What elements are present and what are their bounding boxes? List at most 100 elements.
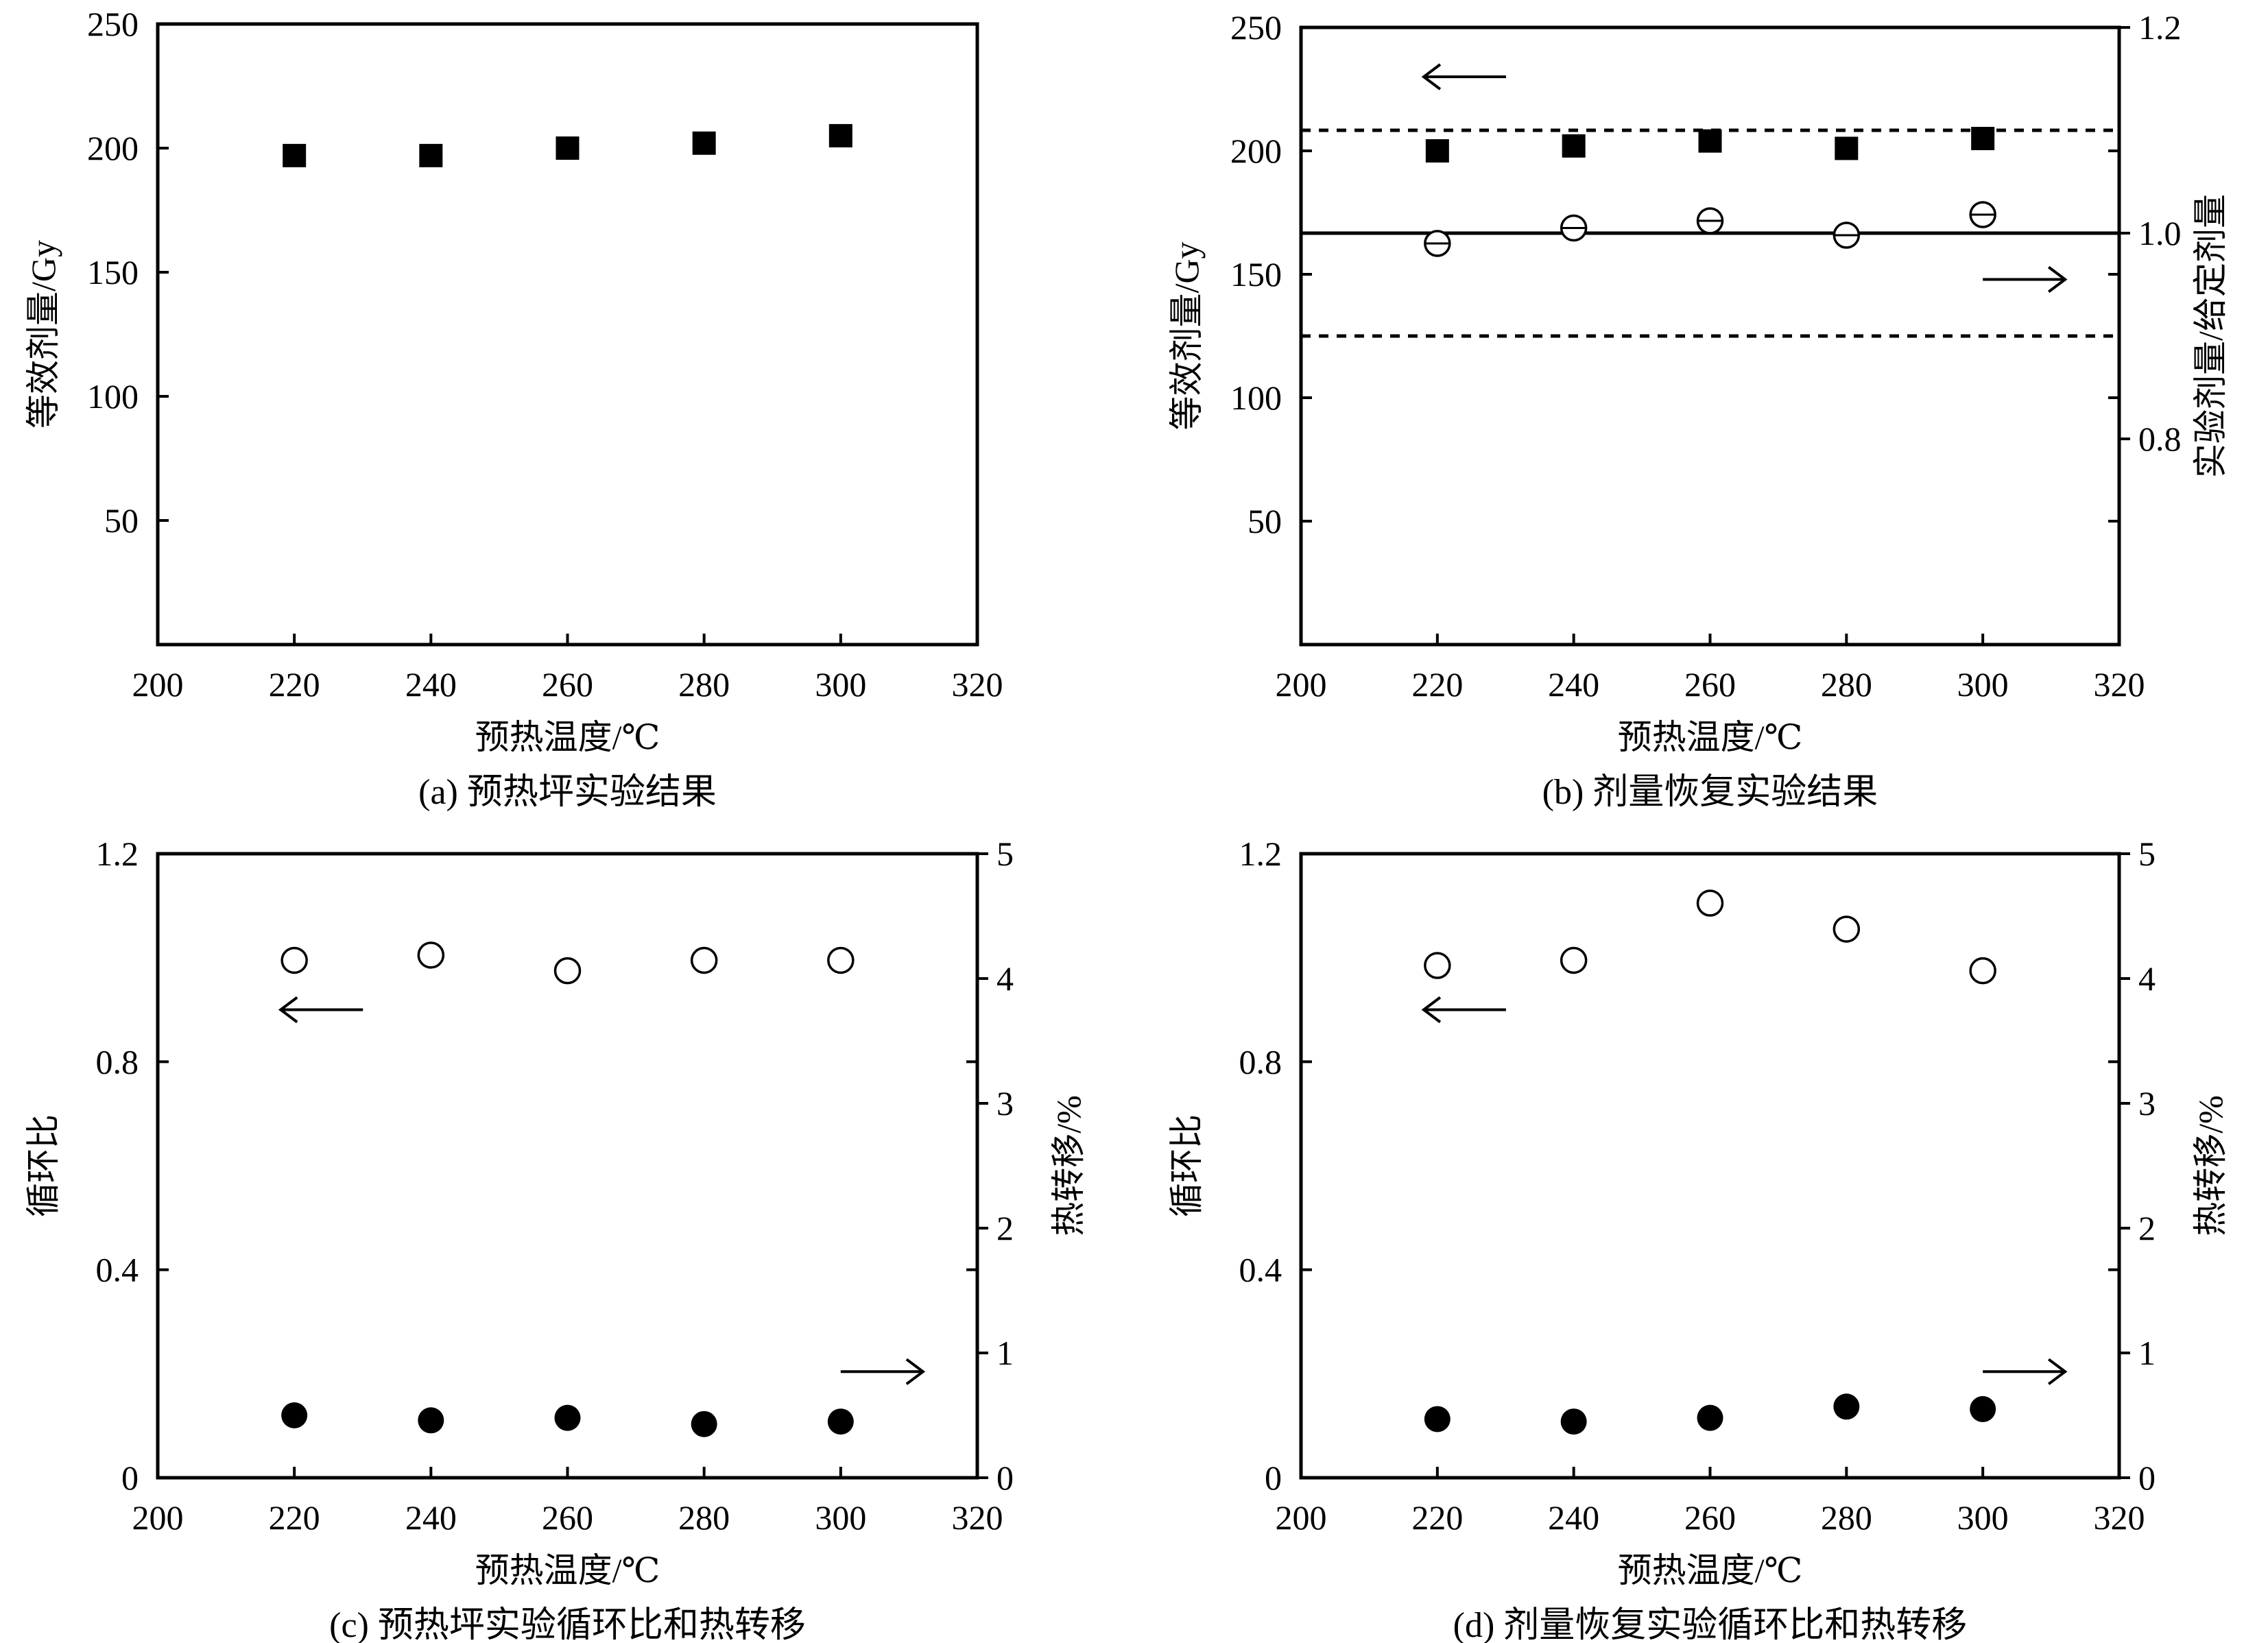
chart-caption: (d) 剂量恢复实验循环比和热转移 bbox=[1453, 1606, 1968, 1643]
x-tick-label: 260 bbox=[1684, 665, 1736, 704]
y-axis-label: 循环比 bbox=[1167, 1114, 1206, 1217]
x-tick-label: 200 bbox=[1276, 665, 1327, 704]
x-axis-label: 预热温度/℃ bbox=[475, 718, 660, 756]
arrow-right-icon bbox=[840, 1358, 926, 1385]
chart-caption: (a) 预热坪实验结果 bbox=[418, 773, 717, 812]
x-tick-label: 280 bbox=[678, 1498, 730, 1537]
data-point-open-circle bbox=[1560, 946, 1588, 974]
chart-caption: (b) 剂量恢复实验结果 bbox=[1542, 773, 1878, 812]
data-point-filled-circle bbox=[1833, 1393, 1860, 1420]
x-tick-label: 300 bbox=[815, 1498, 866, 1537]
y-axis-label: 等效剂量/Gy bbox=[1167, 242, 1206, 431]
x-tick-label: 220 bbox=[1411, 665, 1463, 704]
arrow-left-icon bbox=[278, 996, 363, 1024]
y-tick-label: 0.4 bbox=[1239, 1251, 1282, 1289]
data-point-filled-circle bbox=[1697, 1404, 1723, 1431]
y2-tick-label: 4 bbox=[2138, 959, 2156, 998]
x-tick-label: 280 bbox=[1821, 665, 1872, 704]
y-tick-label: 0.4 bbox=[96, 1251, 139, 1289]
x-tick-label: 200 bbox=[132, 1498, 184, 1537]
y-tick-label: 200 bbox=[87, 129, 139, 167]
data-point-open-circle bbox=[1833, 915, 1861, 943]
y2-tick-label: 3 bbox=[2138, 1084, 2156, 1123]
x-tick-label: 220 bbox=[269, 1498, 320, 1537]
y2-tick-label: 0 bbox=[2138, 1459, 2156, 1497]
y-tick-label: 250 bbox=[87, 5, 139, 43]
x-tick-label: 280 bbox=[1821, 1498, 1872, 1537]
chart-panel-a: 200 220 240 260 280 300 320 50 100 150 200 250 预热温度/… bbox=[24, 5, 1003, 812]
x-axis-label: 预热温度/℃ bbox=[1618, 1551, 1803, 1590]
y2-tick-label: 3 bbox=[996, 1084, 1014, 1123]
y2-tick-label: 2 bbox=[2138, 1209, 2156, 1247]
x-tick-label: 240 bbox=[405, 1498, 457, 1537]
y-tick-label: 100 bbox=[1230, 379, 1282, 417]
arrow-right-icon bbox=[1983, 1358, 2068, 1385]
data-point-open-circle bbox=[1424, 952, 1451, 979]
data-point-filled-circle bbox=[1424, 1406, 1451, 1432]
x-tick-label: 320 bbox=[2094, 665, 2145, 704]
y-axis-label: 等效剂量/Gy bbox=[24, 240, 62, 429]
y-tick-label: 200 bbox=[1230, 132, 1282, 170]
y2-axis-label: 热转移/% bbox=[1049, 1095, 1088, 1236]
data-point-square bbox=[283, 143, 307, 167]
data-point-open-circle bbox=[280, 946, 308, 974]
plot-frame bbox=[156, 22, 979, 647]
arrow-left-icon bbox=[1421, 996, 1506, 1024]
data-point-open-circle bbox=[417, 942, 445, 969]
data-point-open-circle bbox=[1696, 889, 1724, 917]
data-point-open-circle bbox=[690, 946, 718, 974]
x-tick-label: 240 bbox=[405, 665, 457, 704]
y2-tick-label: 0 bbox=[996, 1459, 1014, 1497]
chart-panel-b: 200 220 240 260 280 300 320 50 100 150 200 250 0.8 1.… bbox=[1167, 8, 2230, 812]
data-point-square bbox=[1698, 129, 1722, 153]
x-tick-label: 200 bbox=[1276, 1498, 1327, 1537]
y2-axis-label: 实验剂量/给定剂量 bbox=[2191, 194, 2230, 478]
y-tick-label: 150 bbox=[1230, 255, 1282, 293]
data-point-filled-circle bbox=[554, 1404, 581, 1431]
y2-tick-label: 1 bbox=[996, 1334, 1014, 1372]
x-tick-label: 300 bbox=[1957, 665, 2009, 704]
plot-frame bbox=[1299, 852, 2121, 1480]
y-tick-label: 250 bbox=[1230, 8, 1282, 47]
x-tick-label: 320 bbox=[952, 1498, 1003, 1537]
y2-tick-label: 2 bbox=[996, 1209, 1014, 1247]
chart-panel-d: 200 220 240 260 280 300 32000.40.81.2012345预热温… bbox=[1167, 835, 2230, 1643]
x-tick-label: 320 bbox=[2094, 1498, 2145, 1537]
y-tick-label: 0.8 bbox=[96, 1042, 139, 1081]
x-tick-label: 220 bbox=[269, 665, 320, 704]
y2-tick-label: 1.2 bbox=[2138, 8, 2182, 47]
y-tick-label: 0 bbox=[1265, 1459, 1282, 1497]
x-tick-label: 300 bbox=[815, 665, 866, 704]
x-axis-label: 预热温度/℃ bbox=[1618, 718, 1803, 756]
y2-tick-label: 1.0 bbox=[2138, 214, 2182, 252]
x-tick-label: 260 bbox=[542, 1498, 593, 1537]
chart-caption: (c) 预热坪实验循环比和热转移 bbox=[329, 1606, 806, 1643]
y2-axis-label: 热转移/% bbox=[2191, 1095, 2230, 1236]
y-tick-label: 50 bbox=[1248, 502, 1282, 540]
y-tick-label: 1.2 bbox=[1239, 835, 1282, 873]
y2-tick-label: 5 bbox=[2138, 835, 2156, 873]
data-point-square bbox=[419, 143, 443, 167]
data-point-filled-circle bbox=[418, 1407, 444, 1434]
y-tick-label: 0.8 bbox=[1239, 1042, 1282, 1081]
y2-tick-label: 4 bbox=[996, 959, 1014, 998]
y-tick-label: 50 bbox=[104, 501, 139, 540]
x-tick-label: 320 bbox=[952, 665, 1003, 704]
arrow-left-icon bbox=[1421, 63, 1506, 91]
x-tick-label: 260 bbox=[542, 665, 593, 704]
data-point-square bbox=[828, 123, 852, 147]
y-tick-label: 0 bbox=[121, 1459, 139, 1497]
x-tick-label: 200 bbox=[132, 665, 184, 704]
y-tick-label: 100 bbox=[87, 377, 139, 416]
data-point-open-circle bbox=[553, 957, 582, 985]
data-point-square bbox=[556, 136, 580, 160]
data-point-square bbox=[692, 131, 716, 155]
x-tick-label: 240 bbox=[1548, 1498, 1599, 1537]
y2-tick-label: 5 bbox=[996, 835, 1014, 873]
chart-panel-c: 200 220 240 260 280 300 32000.40.81.2012345预热温… bbox=[24, 835, 1088, 1643]
data-point-square bbox=[1562, 134, 1586, 158]
x-tick-label: 220 bbox=[1411, 1498, 1463, 1537]
y-tick-label: 150 bbox=[87, 253, 139, 291]
data-point-square bbox=[1425, 139, 1449, 163]
arrow-right-icon bbox=[1983, 265, 2068, 293]
